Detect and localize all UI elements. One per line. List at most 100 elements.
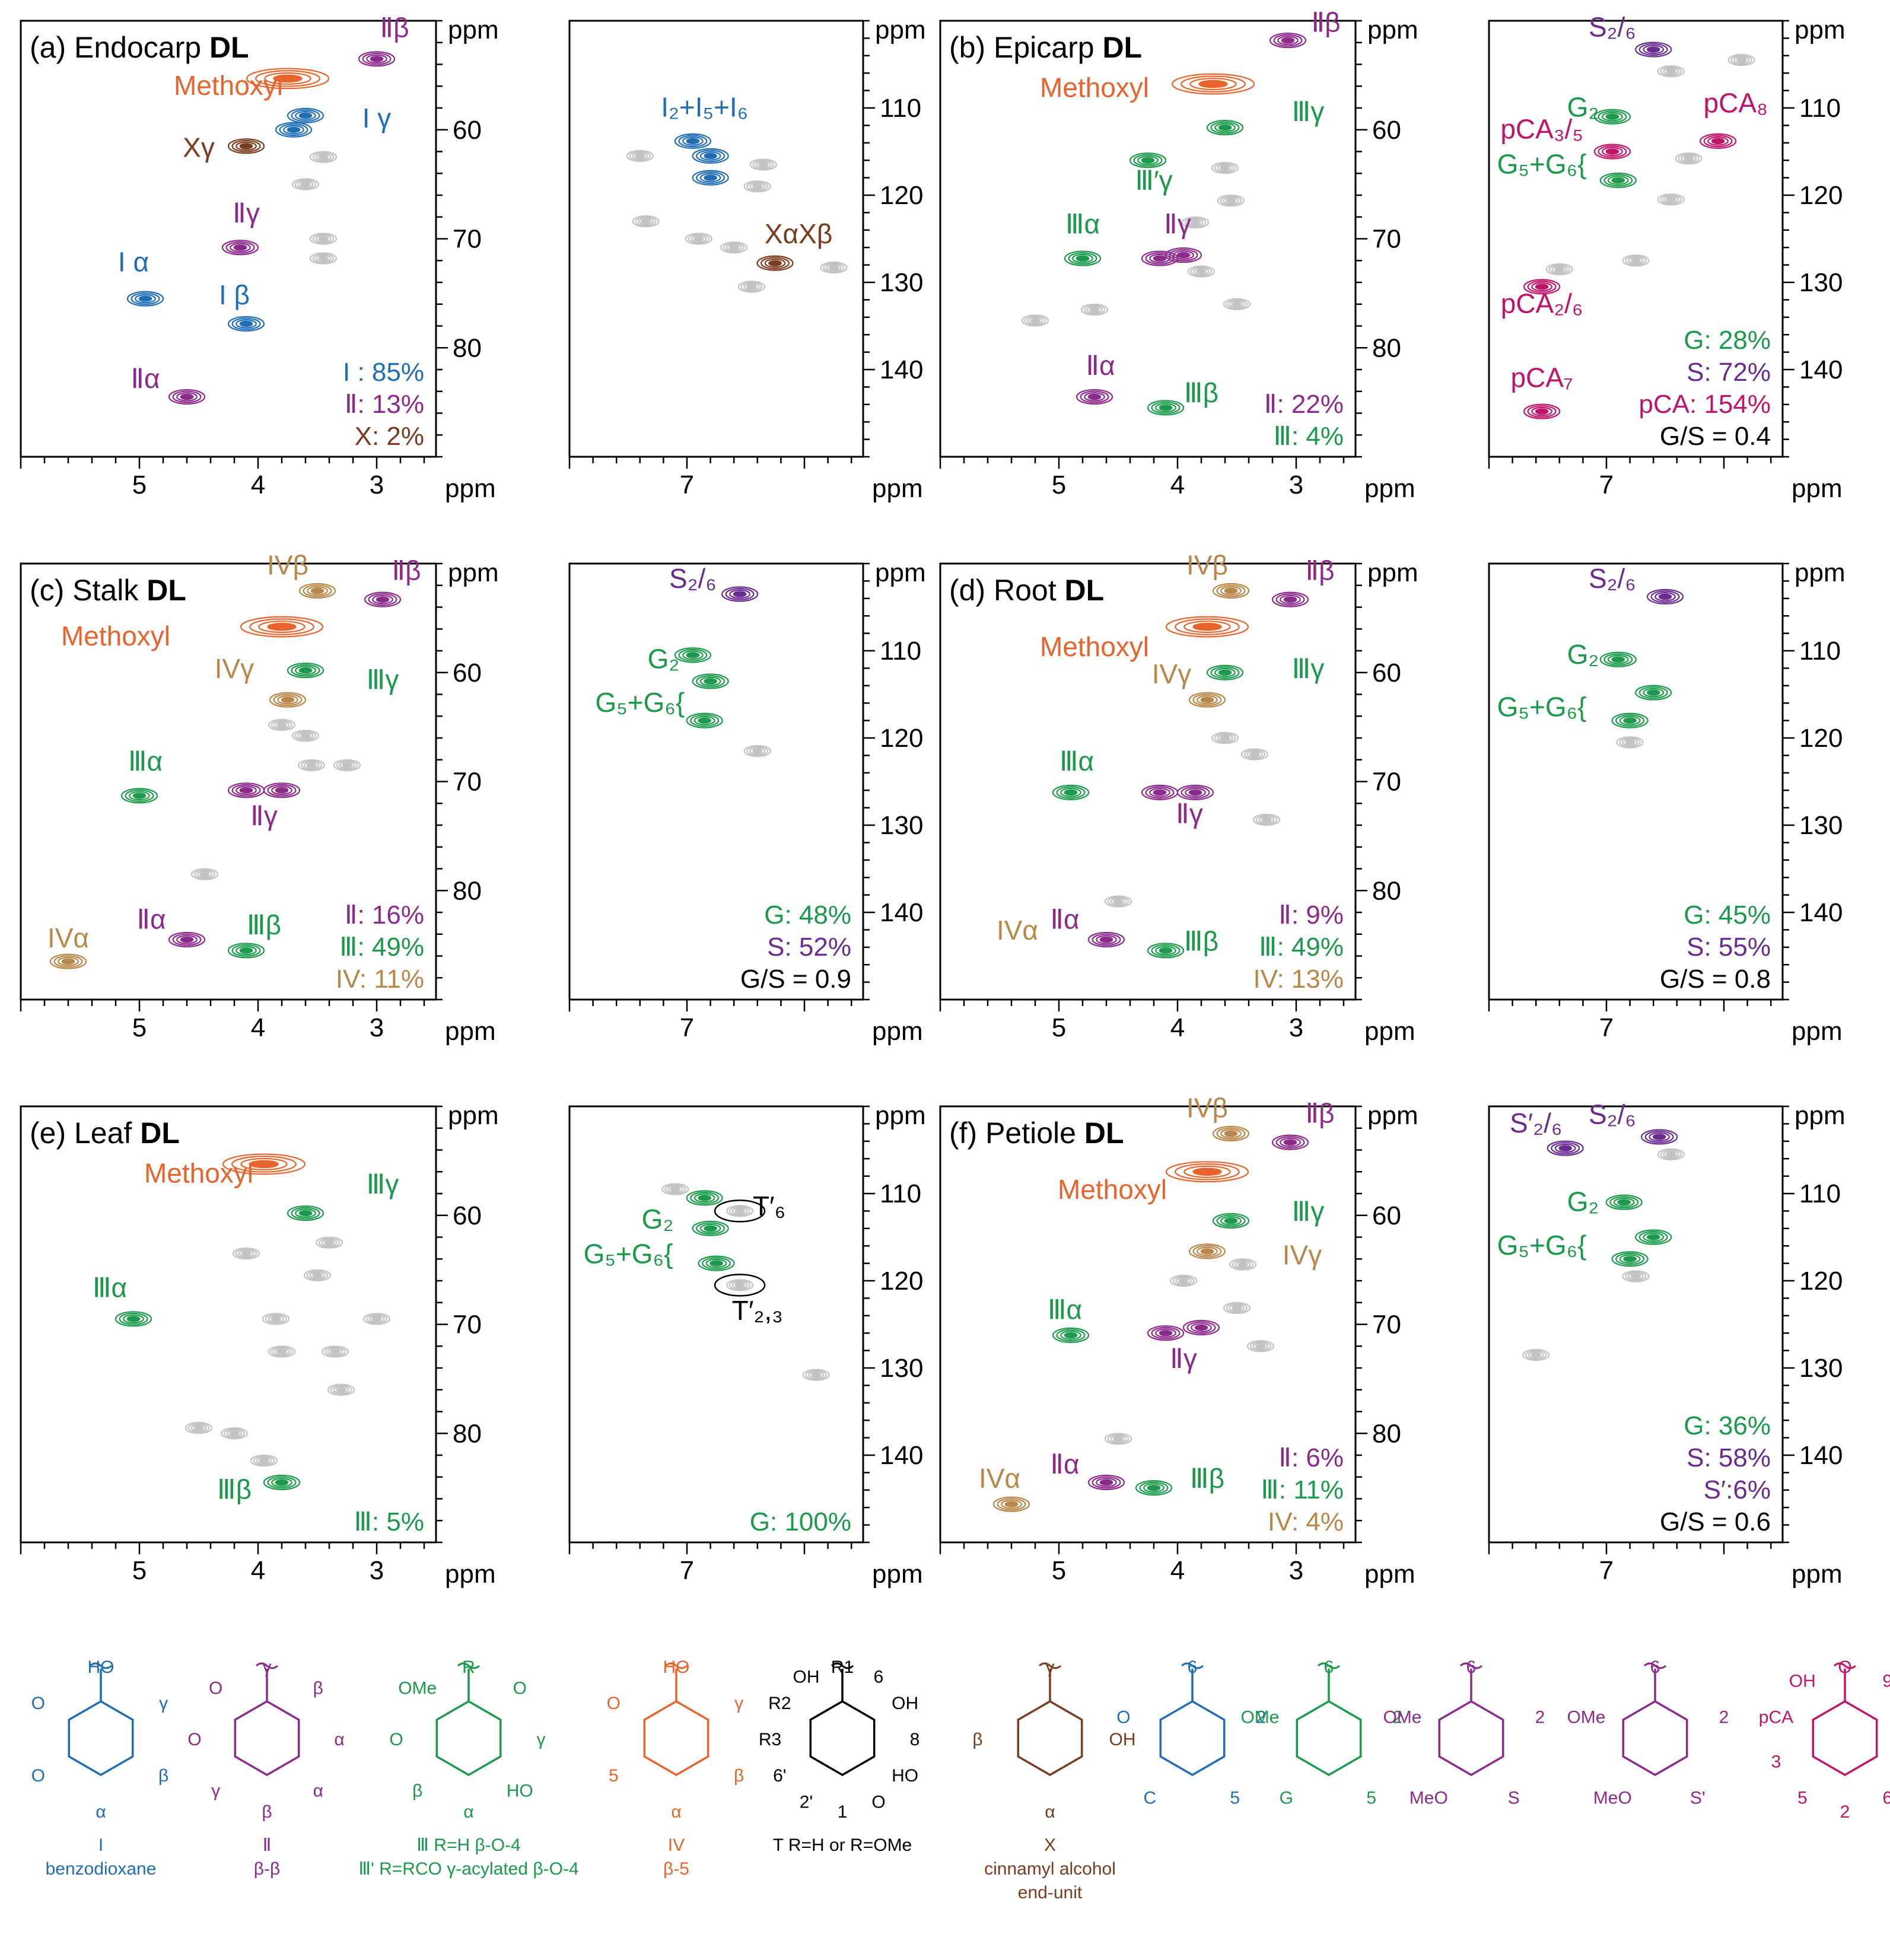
contour [1658,593,1672,600]
peak-methoxyl [246,68,330,90]
peak-methoxyl [222,1153,306,1175]
y-axis-unit: ppm [875,1101,926,1130]
contour [1153,255,1167,262]
y-tick-label: 70 [453,225,482,254]
panel-title-bold: DL [1084,1116,1124,1150]
y-tick-label: 140 [880,355,923,384]
contour [279,123,308,136]
peak-gray [1727,54,1755,66]
structure-iv: HO γ β α 5 O IV β-5 [607,1657,744,1879]
peak-iii [1599,172,1637,189]
contour [1181,786,1210,799]
contour [193,869,216,879]
contour [1234,1261,1251,1268]
structure-atom-label: OH [793,1667,820,1687]
structure-atom-label: 5 [1366,1789,1376,1808]
contour [271,720,293,730]
aromatic-frame [1488,1105,1784,1544]
peak-label: Ⅱα [131,363,160,394]
contour [1666,197,1676,202]
peak-gray [626,149,654,162]
contour [271,1478,292,1487]
x-axis-unit: ppm [872,474,923,503]
peak-pca [1593,144,1631,160]
contour [1599,651,1637,667]
contour [1080,390,1109,403]
peak-i [275,122,313,138]
structure-atom-label: β [262,1802,272,1822]
contour [699,151,721,161]
contour [1217,195,1245,207]
percentage-label: G/S = 0.9 [740,965,851,994]
contour [1183,621,1231,634]
ring [1622,1700,1688,1777]
contour [760,257,790,270]
contour [275,122,313,138]
structure-atom-label: 2 [1256,1707,1267,1727]
contour [291,730,320,742]
contour [119,1312,148,1325]
contour [1210,121,1240,134]
contour [688,234,710,244]
contour [236,319,257,329]
contour [1599,172,1637,189]
structure-atom-label: O [1116,1707,1130,1727]
contour [1107,896,1129,906]
peak-iii [686,1190,723,1206]
peak-gray [1545,263,1573,276]
contour [306,1270,329,1280]
contour [728,1206,751,1216]
contour [752,184,763,189]
structure-atom-label: HO [507,1781,533,1800]
y-tick-label: 60 [1372,116,1401,145]
x-axis-unit: ppm [1792,474,1843,503]
panel-b: 5 4 3 ppm 60 70 80 ppm Ⅱβ Methoxyl Ⅲγ Ⅲ′γ Ⅲα Ⅱγ Ⅱα Ⅲβ Ⅱ:… [939,7,1846,503]
peak-iii [1052,784,1090,800]
contour [1660,66,1682,77]
contour [364,591,402,607]
contour [641,218,651,224]
contour [746,182,769,192]
contour [696,1222,726,1235]
structure-atom-label: α [463,1802,473,1822]
peak-s [1641,1129,1678,1145]
contour [333,1386,349,1393]
x-tick-label: 7 [680,1556,694,1585]
structure-atom-label: γ [159,1694,168,1713]
structure-atom-label: γ [211,1781,220,1800]
y-tick-label: 130 [1799,268,1843,297]
contour [696,149,726,163]
contour [1232,301,1242,307]
contour [664,1184,686,1194]
contour [692,673,729,689]
contour [168,931,206,948]
contour [297,759,326,772]
contour [635,216,657,227]
contour [220,1427,249,1440]
peak-gray [726,1279,754,1291]
contour [1593,109,1631,125]
contour [1226,198,1236,203]
contour [1255,814,1278,825]
contour [758,162,769,167]
y-tick-label: 80 [1372,1419,1401,1448]
contour [123,1314,144,1324]
contour [1068,252,1097,265]
contour [1638,686,1668,699]
y-tick-label: 130 [880,268,923,297]
structure-atom-label: 2 [1840,1802,1850,1822]
linkage-wave [90,1662,112,1669]
region-circle [714,1199,766,1223]
x-tick-label: 5 [132,1013,147,1042]
contour [283,125,304,135]
contour [309,151,338,163]
structure-atom-label: 3 [1771,1752,1781,1772]
contour [310,587,324,594]
percentage-label: IV: 13% [1253,965,1344,994]
contour [307,586,328,596]
y-tick-label: 70 [453,1310,482,1339]
percentage-label: S′:6% [1704,1475,1771,1504]
y-tick-label: 110 [880,637,921,666]
peak-gray [184,1421,213,1434]
contour [298,112,313,119]
